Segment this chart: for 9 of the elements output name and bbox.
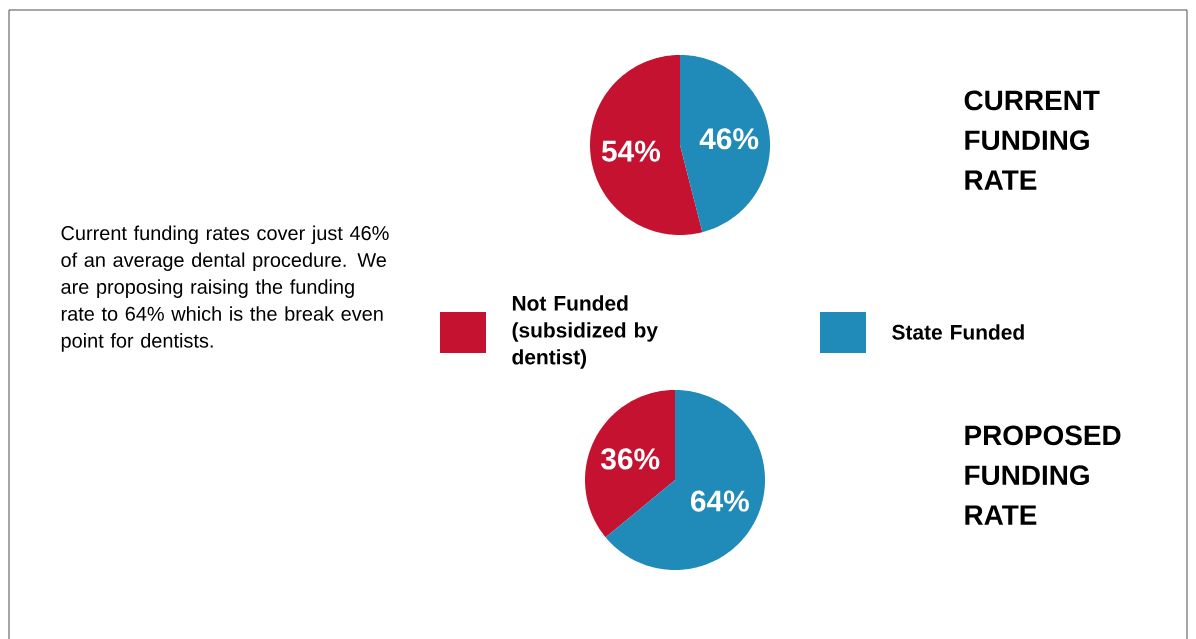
legend-label: Not Funded (subsidized by dentist) (512, 295, 658, 369)
legend-label: State Funded (892, 324, 1024, 340)
data-label: 64% (690, 490, 749, 512)
data-label: 46% (699, 128, 759, 150)
data-label: 36% (601, 448, 660, 470)
text: PROPOSED FUNDING RATE (965, 425, 1121, 525)
text: Current funding rates cover just 46% of an average dental procedure. We are proposing raising the funding rate to 64% which is the break even point for dentists. (61, 225, 389, 352)
data-label: 54% (601, 140, 661, 162)
text: CURRENT FUNDING RATE (964, 90, 1100, 190)
